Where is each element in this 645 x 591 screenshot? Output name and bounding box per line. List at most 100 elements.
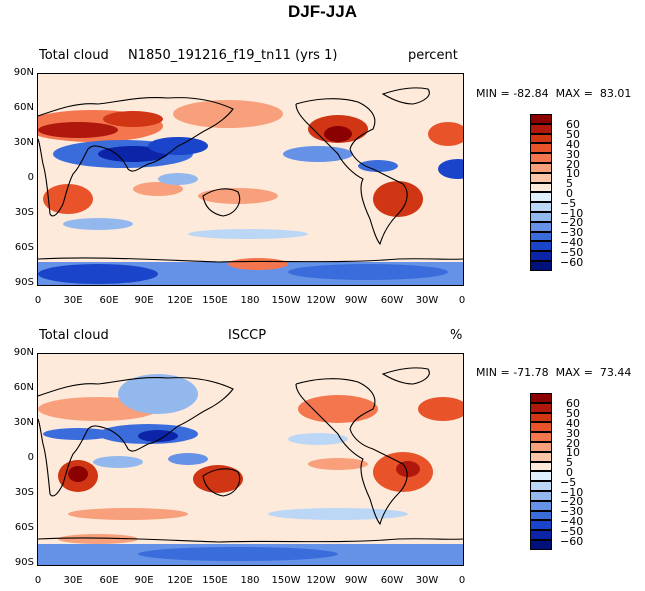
panel2-lon-tick: 60W [380, 575, 404, 586]
panel2-lon-tick: 30W [415, 575, 439, 586]
panel1-lat-tick: 90S [14, 277, 34, 288]
panel2-lon-tick: 150E [202, 575, 228, 586]
panel2-colorbar-label: 30 [566, 427, 580, 440]
panel2-colorbar-label: 5 [566, 456, 573, 469]
colorbar-swatch [530, 114, 552, 124]
colorbar-swatch [530, 162, 552, 173]
panel1-coastlines [38, 87, 463, 263]
panel2-lat-tick: 90N [13, 347, 34, 358]
panel2-colorbar-label: −50 [560, 525, 584, 538]
panel2-colorbar-label: 0 [566, 466, 573, 479]
panel1-colorbar-label: −5 [560, 197, 577, 210]
panel2-colorbar-label: −40 [560, 515, 584, 528]
panel2-lat-tick: 60N [13, 382, 34, 393]
panel2-left-label: Total cloud [39, 328, 109, 343]
panel1-colorbar-label: 50 [566, 128, 580, 141]
panel2-max-label: MAX = [555, 366, 593, 379]
panel1-colorbar-label: −60 [560, 256, 584, 269]
panel2-min-label: MIN = [476, 366, 510, 379]
panel2-colorbar-label: −20 [560, 495, 584, 508]
panel1-min-value: -82.84 [513, 87, 549, 100]
panel2-lat-tick: 0 [27, 452, 34, 463]
panel1-lon-tick: 150E [202, 295, 228, 306]
colorbar-swatch [530, 231, 552, 242]
panel1-lat-tick: 60N [13, 102, 34, 113]
colorbar-swatch [530, 202, 552, 212]
colorbar-swatch [530, 422, 552, 433]
panel1-lon-tick: 90E [134, 295, 154, 306]
panel2-colorbar-label: 10 [566, 446, 580, 459]
panel2-colorbar-label: −10 [560, 486, 584, 499]
panel1-lat-tick: 30N [13, 137, 34, 148]
colorbar-swatch [530, 192, 552, 203]
panel2-right-label: % [450, 328, 463, 343]
panel1-colorbar-label: 10 [566, 167, 580, 180]
panel2-max-value: 73.44 [599, 366, 632, 379]
colorbar-swatch [530, 172, 552, 183]
panel2-colorbar-label: 20 [566, 437, 580, 450]
panel2-lon-tick: 120E [167, 575, 193, 586]
panel1-field [38, 74, 463, 285]
panel2-field [38, 354, 463, 565]
panel1-left-label: Total cloud [39, 48, 109, 63]
colorbar-swatch [530, 211, 552, 222]
panel1-lon-tick: 30E [63, 295, 83, 306]
colorbar-swatch [530, 530, 552, 540]
panel1-lon-tick: 90W [344, 295, 368, 306]
colorbar-swatch [530, 490, 552, 501]
panel1-colorbar-label: 40 [566, 138, 580, 151]
panel1-colorbar-label: −30 [560, 226, 584, 239]
panel1-colorbar-label: −50 [560, 246, 584, 259]
colorbar-swatch [530, 500, 552, 511]
colorbar-swatch [530, 481, 552, 491]
panel1-max-value: 83.01 [599, 87, 632, 100]
panel1-min-label: MIN = [476, 87, 510, 100]
colorbar-swatch [530, 221, 552, 232]
colorbar-swatch [530, 393, 552, 403]
panel2-stats: MIN = -71.78 MAX = 73.44 [476, 366, 631, 379]
panel1-colorbar-label: 30 [566, 148, 580, 161]
panel1-lon-tick: 0 [458, 295, 466, 306]
panel2-lon-tick: 180 [240, 575, 260, 586]
panel1-colorbar-label: 20 [566, 158, 580, 171]
panel1-lon-tick: 30W [415, 295, 439, 306]
panel1-lon-tick: 120E [167, 295, 193, 306]
panel1-lon-tick: 0 [34, 295, 42, 306]
colorbar-swatch [530, 441, 552, 452]
colorbar-swatch [530, 143, 552, 154]
panel2-colorbar-label: 50 [566, 407, 580, 420]
panel2-lon-tick: 0 [34, 575, 42, 586]
colorbar-swatch [530, 510, 552, 521]
panel1-colorbar-label: 0 [566, 187, 573, 200]
panel2-min-value: -71.78 [513, 366, 549, 379]
panel1-colorbar-label: 5 [566, 177, 573, 190]
panel1-lat-tick: 60S [14, 242, 34, 253]
colorbar-swatch [530, 520, 552, 531]
panel2-map [37, 353, 464, 566]
panel2-lon-tick: 0 [458, 575, 466, 586]
panel1-lon-tick: 60E [99, 295, 119, 306]
colorbar-swatch [530, 471, 552, 482]
panel1-colorbar-label: −40 [560, 236, 584, 249]
panel2-lon-tick: 120W [306, 575, 336, 586]
panel2-lat-tick: 30S [14, 487, 34, 498]
panel1-right-label: percent [408, 48, 458, 63]
panel1-colorbar-label: −10 [560, 207, 584, 220]
colorbar-swatch [530, 451, 552, 462]
panel2-colorbar-label: 40 [566, 417, 580, 430]
panel1-colorbar-label: −20 [560, 216, 584, 229]
colorbar-swatch [530, 412, 552, 423]
panel1-lon-tick: 180 [240, 295, 260, 306]
panel1-max-label: MAX = [555, 87, 593, 100]
panel2-lat-tick: 60S [14, 522, 34, 533]
panel2-lat-tick: 30N [13, 417, 34, 428]
colorbar-swatch [530, 251, 552, 261]
panel2-lat-tick: 90S [14, 557, 34, 568]
colorbar-swatch [530, 123, 552, 134]
panel2-lon-tick: 150W [271, 575, 301, 586]
panel2-lon-tick: 90E [134, 575, 154, 586]
panel1-lon-tick: 120W [306, 295, 336, 306]
panel1-lon-tick: 60W [380, 295, 404, 306]
colorbar-swatch [530, 241, 552, 252]
colorbar-swatch [530, 539, 552, 550]
